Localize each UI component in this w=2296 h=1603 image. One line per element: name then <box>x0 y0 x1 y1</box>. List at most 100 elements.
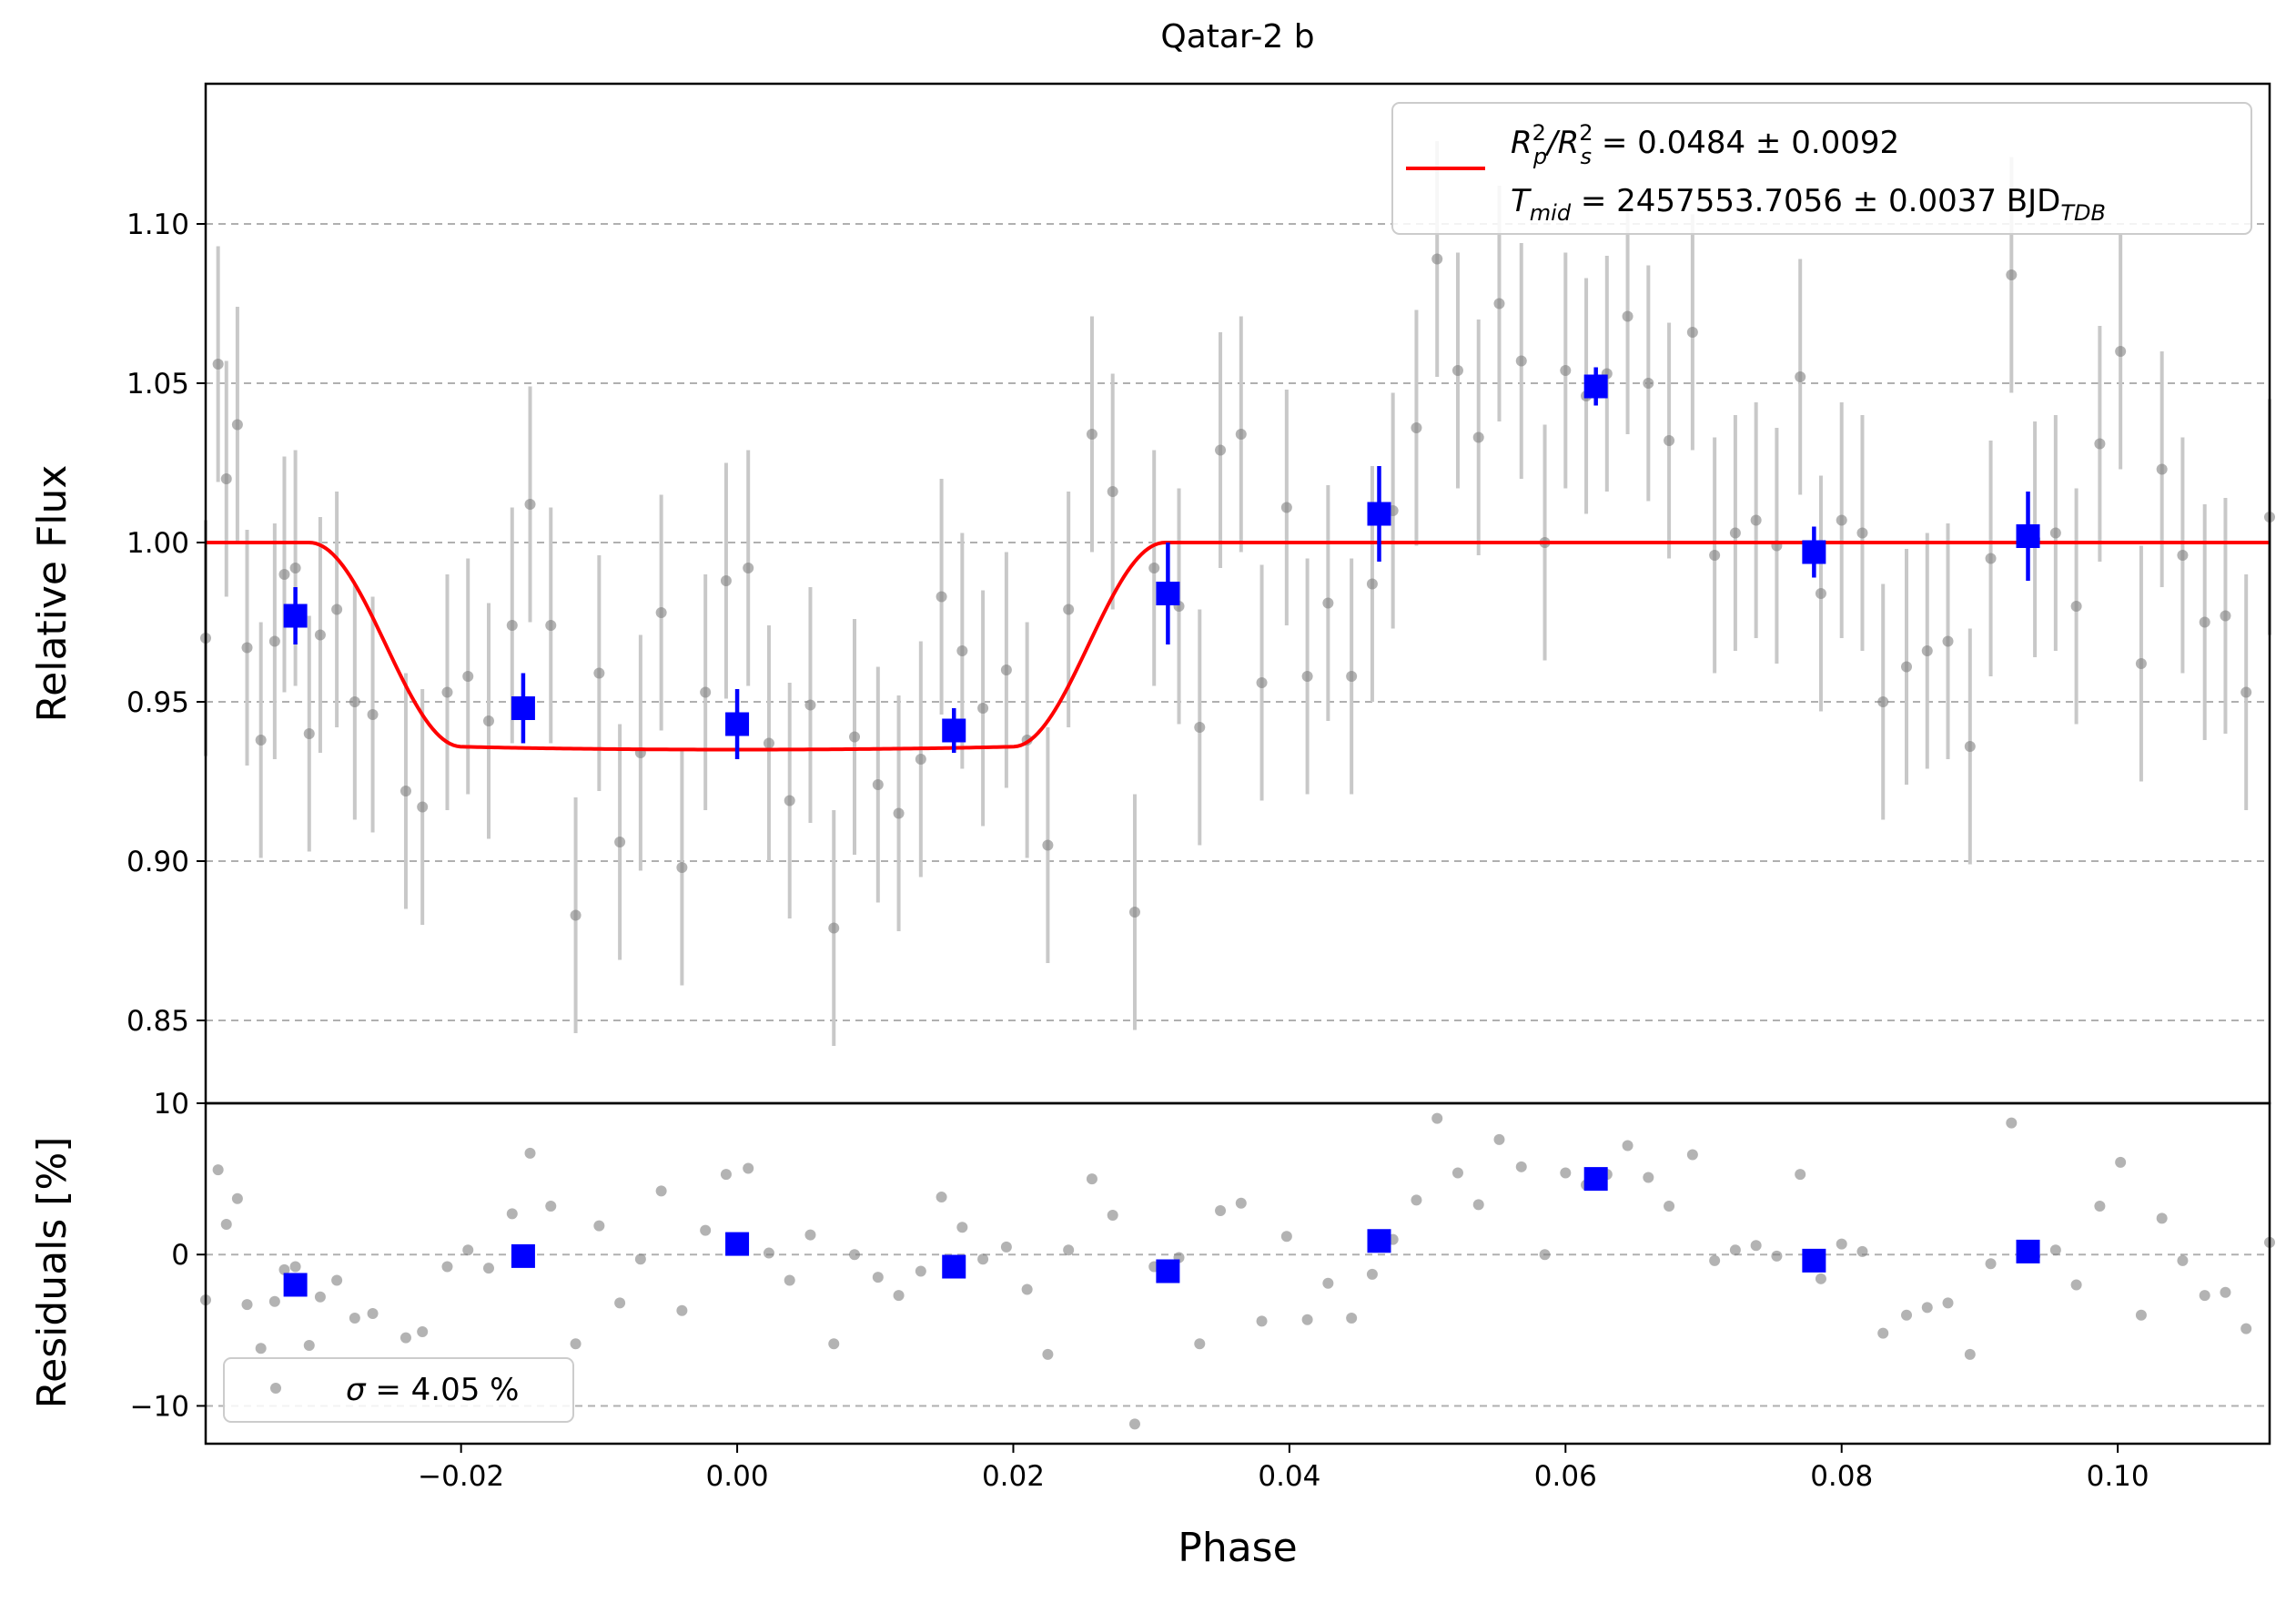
x-tick-label: 0.02 <box>982 1460 1045 1493</box>
top-model-curve <box>206 541 2270 752</box>
raw-point <box>289 563 301 573</box>
raw-residual-point <box>417 1325 429 1337</box>
raw-residual-point <box>314 1291 326 1303</box>
raw-point <box>278 569 290 580</box>
raw-residual-point <box>1042 1348 1054 1360</box>
binned-point <box>725 712 750 736</box>
tmid-symbol: T <box>1511 183 1532 219</box>
rs-slash-symbol: / <box>1544 125 1561 161</box>
raw-residual-point <box>1128 1418 1140 1430</box>
raw-residual-point <box>1301 1314 1313 1325</box>
raw-residual-point <box>2156 1212 2168 1224</box>
raw-point <box>1148 563 1160 573</box>
model-curve-line <box>206 541 2270 752</box>
raw-residual-point <box>614 1297 626 1309</box>
raw-point <box>241 642 253 654</box>
raw-point <box>1795 371 1806 382</box>
raw-residual-point <box>2070 1279 2082 1291</box>
raw-point <box>655 607 667 618</box>
binned-residual-point <box>1802 1248 1826 1273</box>
bottom-y-axis-label: Residuals [%] <box>29 1137 76 1409</box>
raw-point <box>255 735 267 746</box>
raw-residual-point <box>1856 1245 1868 1257</box>
raw-residual-point <box>231 1192 243 1204</box>
raw-point <box>1235 429 1247 440</box>
raw-point <box>1431 253 1443 265</box>
binned-residual-point <box>942 1254 966 1279</box>
raw-residual-point <box>1256 1315 1268 1327</box>
raw-residual-point <box>915 1265 926 1277</box>
raw-residual-point <box>763 1247 774 1259</box>
rp-rs-value: = 0.0484 ± 0.0092 <box>1592 125 1899 161</box>
raw-point <box>915 754 926 765</box>
raw-residual-point <box>828 1338 840 1350</box>
binned-point <box>1802 540 1826 564</box>
raw-point <box>1042 839 1054 851</box>
raw-residual-point <box>268 1295 280 1307</box>
raw-point <box>1063 604 1075 615</box>
raw-residual-point <box>278 1263 290 1275</box>
raw-point <box>1686 327 1698 338</box>
raw-residual-point <box>1431 1112 1443 1124</box>
raw-point <box>1560 365 1572 376</box>
raw-residual-point <box>2094 1201 2106 1212</box>
bottom-y-ticks: 10 0 −10 <box>130 1088 206 1423</box>
raw-point <box>545 620 557 631</box>
rs-sup: 2 <box>1579 120 1593 146</box>
raw-residual-point <box>241 1299 253 1311</box>
raw-residual-point <box>2115 1156 2127 1168</box>
raw-residual-point <box>634 1253 646 1265</box>
rp-symbol: R <box>1511 125 1532 161</box>
binned-point <box>2016 524 2040 548</box>
raw-point <box>1709 550 1721 561</box>
raw-point <box>784 795 795 807</box>
x-tick-label: 0.08 <box>1810 1460 1873 1493</box>
binned-point <box>1583 374 1608 399</box>
raw-residual-point <box>2240 1323 2252 1334</box>
raw-point <box>1921 645 1933 656</box>
raw-point <box>1215 444 1227 456</box>
bottom-x-ticks: −0.02 0.00 0.02 0.04 0.06 0.08 0.10 <box>418 1444 2149 1493</box>
raw-residual-point <box>743 1162 754 1174</box>
raw-residual-point <box>1901 1309 1913 1321</box>
raw-point <box>1622 310 1633 322</box>
raw-residual-point <box>956 1222 968 1233</box>
raw-residual-point <box>2006 1117 2018 1129</box>
raw-point <box>314 629 326 641</box>
raw-point <box>2006 269 2018 280</box>
tmid-sub: mid <box>1530 200 1572 226</box>
raw-residual-point <box>1063 1244 1075 1256</box>
raw-point <box>482 715 494 726</box>
raw-residual-point <box>441 1261 453 1273</box>
raw-residual-point <box>1622 1140 1633 1152</box>
raw-point <box>1493 298 1505 309</box>
raw-residual-point <box>1942 1297 1954 1309</box>
raw-point <box>1322 597 1334 609</box>
raw-residual-point <box>1194 1338 1206 1350</box>
raw-residual-point <box>1515 1161 1527 1172</box>
raw-residual-point <box>349 1313 360 1324</box>
raw-point <box>1280 502 1292 513</box>
rs-symbol: R <box>1558 125 1580 161</box>
raw-point <box>231 419 243 431</box>
raw-residual-point <box>593 1220 605 1232</box>
raw-point <box>2177 550 2189 561</box>
raw-residual-point <box>1235 1197 1247 1209</box>
raw-residual-point <box>655 1185 667 1197</box>
raw-point <box>1985 553 1997 564</box>
x-tick-label: 0.06 <box>1534 1460 1597 1493</box>
raw-point <box>1815 588 1826 599</box>
raw-residual-point <box>849 1249 861 1261</box>
raw-point <box>1366 578 1378 590</box>
raw-residual-point <box>1729 1244 1741 1256</box>
chart-title: Qatar-2 b <box>1160 18 1314 56</box>
top-y-tick-label: 0.85 <box>126 1005 189 1038</box>
raw-residual-point <box>1411 1194 1422 1206</box>
raw-point <box>524 499 536 510</box>
legend-rp-rs-label: R2 p/R2 s = 0.0484 ± 0.0092 <box>1511 120 1899 169</box>
raw-point <box>872 779 884 790</box>
raw-residual-point <box>1215 1205 1227 1217</box>
raw-point <box>1128 907 1140 918</box>
legend-tmid-label: Tmid = 2457553.7056 ± 0.0037 BJDTDB <box>1511 183 2106 226</box>
